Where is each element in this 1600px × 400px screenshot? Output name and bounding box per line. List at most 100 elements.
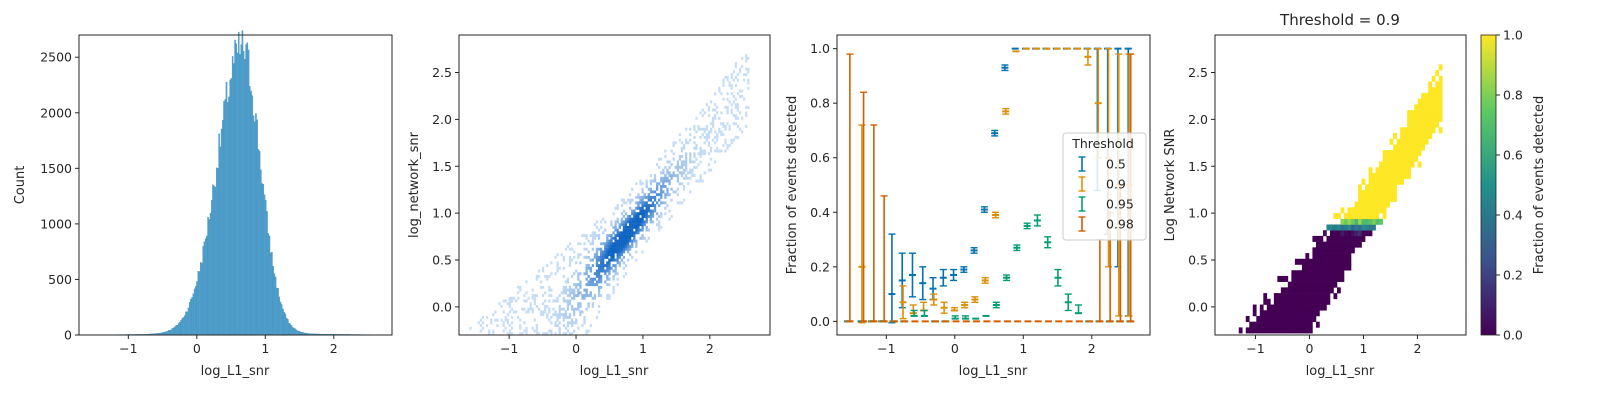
heatmap-cell bbox=[1386, 161, 1390, 168]
density-cell bbox=[714, 108, 717, 112]
heatmap-cell bbox=[1315, 310, 1320, 317]
histogram-bar bbox=[168, 330, 170, 336]
density-cell bbox=[620, 212, 623, 216]
density-cell bbox=[510, 326, 514, 330]
density-cell bbox=[631, 220, 634, 224]
heatmap-cell bbox=[1312, 304, 1317, 311]
heatmap-cell bbox=[1403, 138, 1408, 145]
colorbar-tick-label: 0.8 bbox=[1503, 88, 1523, 103]
density-cell bbox=[510, 315, 514, 319]
heatmap-cell bbox=[1407, 110, 1411, 117]
density-cell bbox=[705, 127, 708, 131]
density-cell bbox=[575, 321, 578, 325]
density-cell bbox=[726, 105, 729, 109]
density-cell bbox=[707, 152, 711, 156]
heatmap-cell bbox=[1266, 310, 1271, 317]
density-cell bbox=[562, 266, 565, 270]
density-cell bbox=[579, 305, 582, 308]
density-cell bbox=[608, 253, 611, 257]
density-cell bbox=[722, 78, 725, 82]
histogram-bar bbox=[247, 49, 250, 336]
density-cell bbox=[612, 277, 615, 281]
density-cell bbox=[624, 245, 628, 248]
x-tick-label: 2 bbox=[330, 341, 338, 356]
density-cell bbox=[521, 332, 524, 336]
density-cell bbox=[703, 135, 706, 139]
density-cell bbox=[599, 247, 603, 251]
density-cell bbox=[597, 285, 601, 289]
density-cell bbox=[680, 163, 684, 167]
density-cell bbox=[645, 228, 648, 232]
density-cell bbox=[664, 155, 667, 158]
y-tick-label: 2.5 bbox=[1188, 65, 1208, 80]
density-cell bbox=[668, 160, 671, 164]
density-cell bbox=[724, 149, 727, 153]
density-cell bbox=[595, 264, 599, 268]
heatmap-cell bbox=[1277, 315, 1282, 322]
density-cell bbox=[608, 264, 611, 268]
density-cell bbox=[539, 310, 543, 314]
density-cell bbox=[639, 228, 642, 232]
density-cell bbox=[641, 236, 644, 240]
heatmap-cell bbox=[1273, 304, 1278, 311]
heatmap-cell bbox=[1315, 270, 1320, 277]
density-cell bbox=[736, 125, 740, 128]
histogram-bar bbox=[208, 219, 211, 336]
heatmap-cell bbox=[1329, 275, 1334, 282]
heatmap-cell bbox=[1280, 310, 1285, 317]
histogram-bar bbox=[215, 167, 218, 336]
density-cell bbox=[649, 174, 653, 178]
heatmap-cell bbox=[1287, 281, 1292, 288]
heatmap-cell bbox=[1435, 115, 1440, 122]
density-cell bbox=[616, 231, 619, 235]
heatmap-cell bbox=[1379, 184, 1383, 191]
heatmap-cell bbox=[1410, 161, 1415, 168]
density-cell bbox=[689, 160, 692, 164]
density-cell bbox=[606, 245, 609, 248]
heatmap-cell bbox=[1410, 115, 1415, 122]
density-cell bbox=[622, 250, 626, 254]
density-cell bbox=[624, 264, 628, 268]
density-cell bbox=[724, 127, 727, 131]
heatmap-cell bbox=[1340, 224, 1345, 231]
histogram-bar bbox=[263, 194, 266, 336]
heatmap-cell bbox=[1333, 293, 1338, 300]
heatmap-cell bbox=[1375, 184, 1380, 191]
density-cell bbox=[689, 190, 692, 194]
density-cell bbox=[562, 291, 565, 295]
density-cell bbox=[687, 182, 690, 186]
density-cell bbox=[730, 103, 733, 107]
density-cell bbox=[668, 179, 671, 183]
heatmap-cell bbox=[1382, 213, 1387, 220]
heatmap-cell bbox=[1312, 247, 1317, 254]
density-cell bbox=[506, 302, 509, 306]
heatmap-cell bbox=[1403, 150, 1408, 157]
density-cell bbox=[643, 209, 646, 213]
density-cell bbox=[629, 206, 632, 210]
density-cell bbox=[614, 250, 617, 254]
heatmap-cell bbox=[1414, 138, 1418, 145]
density-cell bbox=[722, 81, 725, 85]
density-cell bbox=[591, 283, 594, 287]
density-cell bbox=[653, 190, 657, 194]
density-cell bbox=[533, 329, 536, 333]
heatmap-cell bbox=[1358, 235, 1362, 242]
density-cell bbox=[496, 324, 499, 328]
density-cell bbox=[616, 217, 619, 221]
density-cell bbox=[606, 266, 609, 270]
heatmap-cell bbox=[1393, 144, 1397, 151]
density-cell bbox=[597, 280, 601, 284]
y-tick-label: 0.0 bbox=[810, 314, 830, 329]
density-cell bbox=[568, 261, 572, 265]
density-cell bbox=[614, 234, 617, 238]
heatmap-cell bbox=[1375, 201, 1380, 208]
density-cell bbox=[498, 302, 501, 306]
density-cell bbox=[678, 133, 682, 137]
histogram-bar bbox=[262, 184, 265, 336]
density-cell bbox=[720, 92, 723, 96]
density-cell bbox=[631, 242, 634, 246]
heatmap-cell bbox=[1326, 264, 1331, 271]
density-cell bbox=[560, 313, 563, 317]
density-cell bbox=[722, 84, 725, 88]
